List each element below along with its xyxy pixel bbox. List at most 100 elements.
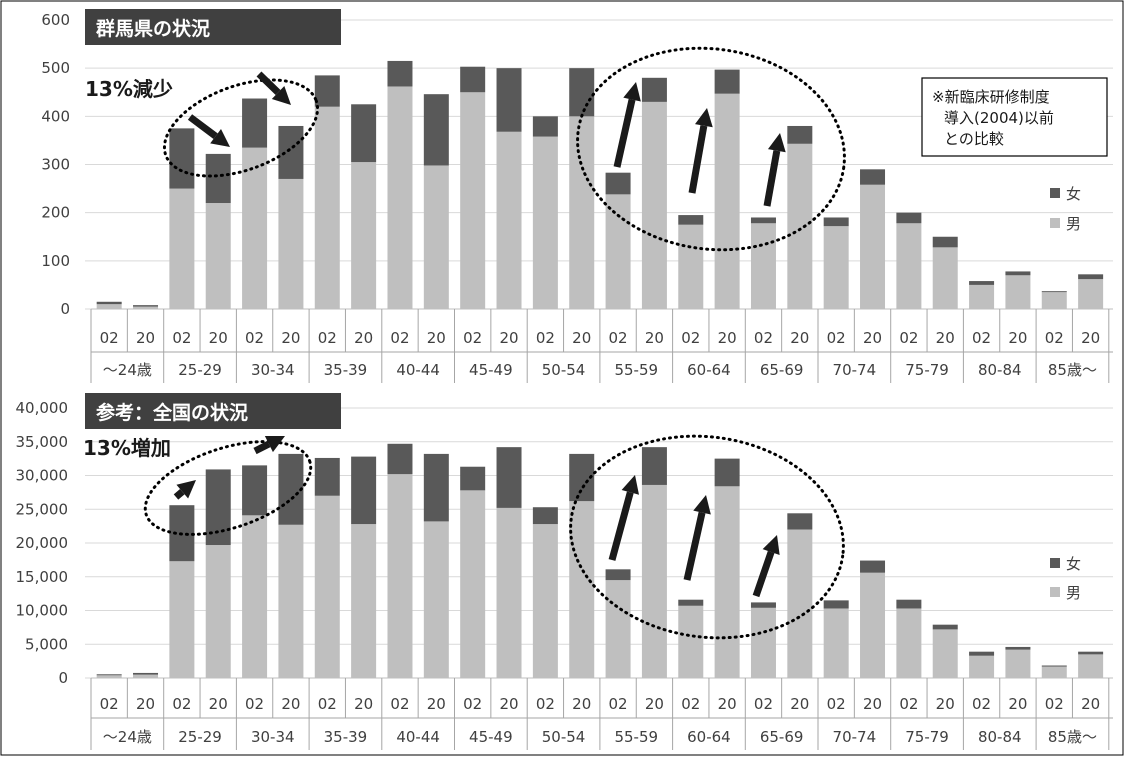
bar-female <box>678 599 704 606</box>
gunma-chart: 0 100 200 300 400 500 600 02 20 02 20 02 20 02 20 02 20 0… <box>41 9 1113 383</box>
trend-arrow <box>187 114 218 139</box>
bar-female <box>278 125 304 179</box>
bar-female <box>133 305 159 307</box>
y-tick-label: 300 <box>41 156 70 174</box>
bar-female <box>242 465 268 516</box>
bar-male <box>242 515 268 678</box>
x-group-label: 60-64 <box>687 728 731 746</box>
note-text: ※新臨床研修制度 <box>932 88 1050 106</box>
bar-female <box>605 172 631 195</box>
trend-arrow <box>608 491 634 561</box>
bar-female <box>460 466 486 491</box>
bar-male <box>678 224 704 309</box>
trend-arrow-head <box>264 436 285 453</box>
x-sub-label: 20 <box>136 329 155 347</box>
legend-swatch <box>1050 188 1060 198</box>
x-sub-label: 20 <box>1081 329 1100 347</box>
x-sub-label: 02 <box>100 695 119 713</box>
bar-male <box>896 223 922 309</box>
bar-male <box>351 524 377 678</box>
bar-female <box>750 602 776 608</box>
bar-male <box>532 524 558 678</box>
bar-male <box>641 101 667 309</box>
x-sub-label: 02 <box>972 329 991 347</box>
bar-female <box>932 236 958 248</box>
bar-male <box>605 194 631 309</box>
y-tick-label: 30,000 <box>16 467 69 485</box>
bar-female <box>314 75 340 107</box>
x-sub-label: 20 <box>1081 695 1100 713</box>
bar-male <box>387 474 413 678</box>
x-sub-label: 20 <box>427 695 446 713</box>
y-tick-label: 400 <box>41 107 70 125</box>
bar-male <box>96 675 122 678</box>
bar-female <box>423 94 449 166</box>
trend-arrow <box>173 488 185 500</box>
x-sub-label: 20 <box>1008 329 1027 347</box>
y-tick-label: 600 <box>41 11 70 29</box>
x-sub-label: 02 <box>390 695 409 713</box>
bar-male <box>787 143 813 309</box>
chart-title: 群馬県の状況 <box>95 17 210 40</box>
trend-arrow-head <box>695 108 713 128</box>
x-sub-label: 20 <box>354 695 373 713</box>
bar-male <box>969 284 995 309</box>
bar-male <box>1078 279 1104 309</box>
note-box <box>921 77 1108 157</box>
x-group-label: 75-79 <box>905 728 949 746</box>
x-group-label: 65-69 <box>760 728 804 746</box>
x-sub-label: 20 <box>790 695 809 713</box>
dotted-ellipse <box>576 46 846 252</box>
trend-arrow-head <box>621 475 639 495</box>
bar-female <box>133 672 159 675</box>
bar-male <box>314 495 340 678</box>
legend-label: 男 <box>1066 584 1081 602</box>
bar-female <box>387 443 413 475</box>
x-sub-label: 20 <box>209 329 228 347</box>
dotted-ellipse <box>162 78 320 178</box>
bar-male <box>169 561 195 678</box>
bar-male <box>278 178 304 309</box>
x-group-label: ～24歳 <box>103 361 152 379</box>
annotation-label: 13%増加 <box>83 436 171 460</box>
x-group-label: 60-64 <box>687 361 731 379</box>
x-sub-label: 20 <box>354 329 373 347</box>
trend-arrow <box>256 71 281 95</box>
bar-female <box>860 560 886 573</box>
note-text: との比較 <box>944 130 1004 148</box>
bar-male <box>423 521 449 678</box>
bar-male <box>460 92 486 309</box>
bar-female <box>532 116 558 137</box>
x-sub-label: 20 <box>1008 695 1027 713</box>
bar-male <box>96 304 122 309</box>
trend-arrow-head <box>693 495 711 515</box>
x-sub-label: 02 <box>1045 329 1064 347</box>
bar-female <box>787 125 813 144</box>
note-text: 導入(2004)以前 <box>944 109 1054 127</box>
trend-arrow <box>683 511 706 581</box>
national-chart: 0 5,000 10,000 15,000 20,000 25,000 30,000 35,0… <box>16 393 1113 750</box>
bar-male <box>1041 666 1067 678</box>
legend-label: 女 <box>1066 185 1081 203</box>
x-sub-label: 02 <box>100 329 119 347</box>
x-group-label: 70-74 <box>833 728 877 746</box>
bar-male <box>496 131 522 309</box>
x-sub-label: 02 <box>172 695 191 713</box>
bar-male <box>205 203 231 309</box>
title-banner <box>85 393 341 429</box>
y-tick-label: 100 <box>41 252 70 270</box>
x-sub-label: 20 <box>499 695 518 713</box>
bar-male <box>787 529 813 678</box>
bar-female <box>896 212 922 224</box>
x-sub-label: 20 <box>499 329 518 347</box>
x-sub-label: 02 <box>172 329 191 347</box>
bar-male <box>823 226 849 309</box>
bar-male <box>133 674 159 678</box>
bar-female <box>714 458 740 487</box>
bar-female <box>496 447 522 508</box>
x-group-label: 40-44 <box>396 361 440 379</box>
trend-arrow-head <box>623 82 641 102</box>
bar-female <box>1041 291 1067 293</box>
x-sub-label: 02 <box>899 695 918 713</box>
